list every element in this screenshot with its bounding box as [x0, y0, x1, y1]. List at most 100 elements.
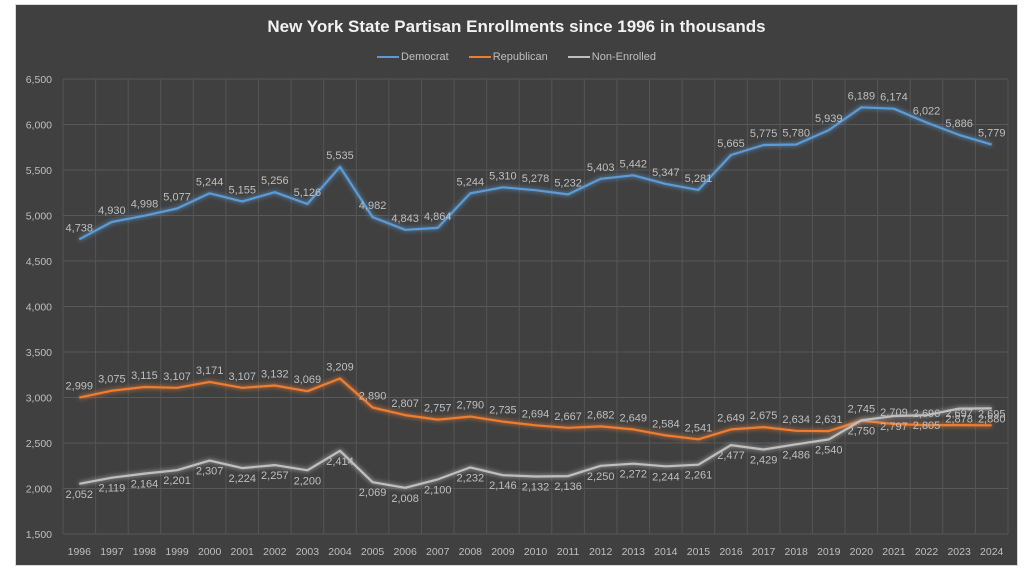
data-label-republican: 2,649	[619, 412, 647, 424]
y-tick-label: 5,500	[26, 165, 52, 177]
data-label-republican: 2,697	[945, 408, 973, 420]
data-label-democrat: 5,535	[326, 150, 354, 162]
data-label-democrat: 5,403	[587, 162, 615, 174]
data-label-republican: 2,999	[66, 381, 94, 393]
data-label-non-enrolled: 2,146	[489, 480, 517, 492]
x-tick-label: 2023	[947, 546, 971, 558]
data-label-non-enrolled: 2,272	[619, 469, 647, 481]
data-label-republican: 2,735	[489, 405, 517, 417]
data-label-non-enrolled: 2,008	[391, 493, 419, 505]
data-label-republican: 2,807	[391, 398, 419, 410]
data-label-democrat: 5,886	[945, 118, 973, 130]
legend: Democrat Republican Non-Enrolled	[16, 51, 1017, 63]
x-tick-label: 2017	[752, 546, 776, 558]
series-line-non-enrolled	[79, 407, 992, 489]
x-tick-label: 2016	[719, 546, 743, 558]
legend-swatch-republican	[468, 56, 491, 58]
legend-label-republican: Republican	[492, 51, 548, 63]
data-label-republican: 2,757	[424, 403, 452, 415]
data-labels: 4,738 4,930 4,998 5,077 5,244 5,155 5,256 5,126…	[66, 90, 1006, 504]
x-tick-label: 2010	[524, 546, 548, 558]
x-tick-label: 2011	[557, 546, 580, 558]
data-label-republican: 3,209	[326, 361, 354, 373]
x-tick-label: 1997	[100, 546, 124, 558]
data-label-democrat: 5,232	[554, 177, 582, 189]
data-label-democrat: 5,244	[457, 176, 485, 188]
x-tick-label: 1999	[165, 546, 189, 558]
data-label-non-enrolled: 2,797	[880, 421, 908, 433]
legend-label-non-enrolled: Non-Enrolled	[591, 51, 656, 63]
data-label-republican: 2,696	[913, 408, 941, 420]
data-label-republican: 2,584	[652, 418, 680, 430]
data-label-republican: 2,695	[978, 408, 1006, 420]
data-label-non-enrolled: 2,477	[717, 450, 745, 462]
data-label-non-enrolled: 2,132	[522, 481, 550, 493]
data-label-republican: 3,075	[98, 374, 126, 386]
x-tick-label: 2002	[263, 546, 287, 558]
x-tick-label: 2000	[198, 546, 222, 558]
data-label-democrat: 6,022	[913, 105, 941, 117]
data-label-non-enrolled: 2,878	[945, 414, 973, 426]
y-tick-label: 3,500	[26, 347, 52, 359]
data-label-democrat: 5,775	[750, 128, 778, 140]
data-label-non-enrolled: 2,201	[163, 475, 191, 487]
data-label-republican: 2,649	[717, 412, 745, 424]
data-label-republican: 2,745	[848, 404, 876, 416]
y-tick-label: 6,000	[26, 120, 52, 132]
chart-area: New York State Partisan Enrollments sinc…	[15, 4, 1018, 566]
legend-item-democrat: Democrat	[377, 51, 449, 63]
legend-item-republican: Republican	[468, 51, 548, 63]
data-label-non-enrolled: 2,119	[99, 483, 126, 495]
x-tick-label: 2014	[654, 546, 678, 558]
y-tick-label: 1,500	[26, 529, 52, 541]
x-tick-label: 2022	[915, 546, 939, 558]
x-tick-label: 2019	[817, 546, 841, 558]
y-tick-label: 2,000	[26, 484, 52, 496]
x-tick-label: 1998	[133, 546, 157, 558]
data-label-non-enrolled: 2,069	[359, 487, 387, 499]
data-label-republican: 3,171	[196, 365, 224, 377]
data-label-democrat: 4,998	[131, 199, 159, 211]
data-label-democrat: 5,442	[619, 158, 647, 170]
y-tick-label: 3,000	[26, 393, 52, 405]
data-label-non-enrolled: 2,429	[750, 454, 778, 466]
x-tick-label: 2018	[785, 546, 809, 558]
chart-title: New York State Partisan Enrollments sinc…	[267, 17, 766, 36]
x-tick-label: 2015	[687, 546, 711, 558]
data-label-republican: 2,631	[815, 414, 843, 426]
data-label-non-enrolled: 2,414	[326, 456, 354, 468]
y-axis-ticks: 1,500 2,000 2,500 3,000 3,500 4,000 4,500 5,000…	[26, 74, 52, 541]
x-tick-label: 2021	[882, 546, 906, 558]
gridlines	[62, 78, 1009, 535]
data-label-non-enrolled: 2,164	[131, 479, 159, 491]
x-tick-label: 2003	[296, 546, 320, 558]
data-label-democrat: 5,278	[522, 173, 550, 185]
y-tick-label: 2,500	[26, 438, 52, 450]
legend-swatch-non-enrolled	[567, 56, 590, 58]
data-label-republican: 2,634	[782, 414, 810, 426]
data-label-republican: 3,107	[228, 371, 256, 383]
x-axis-ticks: 1996 1997 1998 1999 2000 2001 2002 2003 2004 2005…	[68, 546, 1004, 558]
y-tick-label: 6,500	[26, 74, 52, 86]
data-label-republican: 2,694	[522, 408, 550, 420]
data-label-non-enrolled: 2,261	[685, 470, 713, 482]
data-label-democrat: 5,310	[489, 170, 517, 182]
data-label-republican: 2,675	[750, 410, 778, 422]
data-label-democrat: 6,174	[880, 92, 908, 104]
y-tick-label: 4,000	[26, 302, 52, 314]
data-label-republican: 3,132	[261, 368, 289, 380]
legend-label-democrat: Democrat	[401, 51, 449, 63]
data-label-democrat: 5,939	[815, 113, 843, 125]
data-label-non-enrolled: 2,540	[815, 444, 843, 456]
series-lines	[78, 106, 993, 489]
x-tick-label: 2020	[850, 546, 874, 558]
data-label-republican: 3,115	[131, 370, 158, 382]
data-label-democrat: 5,256	[261, 175, 289, 187]
series-line-republican	[79, 377, 992, 441]
data-label-democrat: 5,244	[196, 176, 224, 188]
legend-swatch-democrat	[377, 56, 400, 58]
data-label-non-enrolled: 2,486	[782, 449, 810, 461]
data-label-republican: 2,709	[880, 407, 908, 419]
data-label-democrat: 4,930	[98, 205, 126, 217]
data-label-democrat: 4,864	[424, 211, 452, 223]
